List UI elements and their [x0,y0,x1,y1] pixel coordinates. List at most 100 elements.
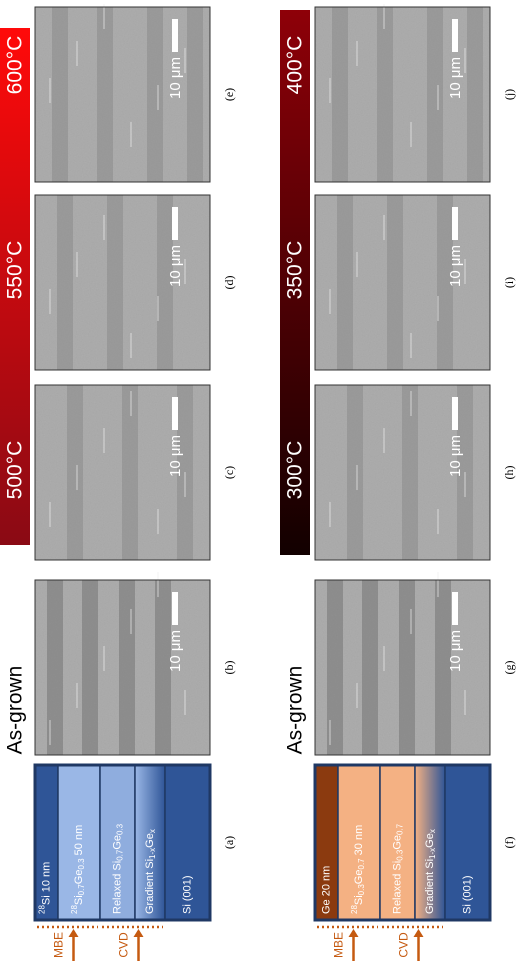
micrograph-band [427,7,443,182]
micrograph-band [327,580,343,755]
panel-label: (a) [222,836,236,849]
micrograph-frame [34,384,211,561]
layer-label-part: Si 10 nm [40,862,52,905]
as-grown-label: As-grown [4,666,27,755]
growth-arrowhead [348,929,359,937]
micrograph-band [347,385,363,560]
micrograph-noise [35,7,210,182]
micrograph: 10 μm [314,384,491,561]
scale-bar [452,592,458,625]
layer-label-part: Si (001) [181,875,193,914]
layer-label: Relaxed Si0.7Ge0.3 [111,823,124,914]
micrograph-band [52,7,68,182]
growth-arrowhead [68,929,79,937]
layer-label-part: Ge [424,833,436,848]
growth-label: MBE [52,932,66,958]
micrograph-band [122,385,138,560]
micrograph-noise [315,7,490,182]
micrograph-band [187,7,203,182]
scale-bar-label: 10 μm [447,630,464,672]
scale-bar-label: 10 μm [447,57,464,99]
layer-label-part: Relaxed Si [391,861,403,914]
layer-label-part: Ge [391,835,403,850]
temperature-label: 400°C [284,36,307,95]
panel-label: (c) [222,466,236,479]
micrograph-band [155,580,171,755]
scale-bar-label: 10 μm [447,245,464,287]
layer-label: Si (001) [461,875,473,914]
layer-label-part: 0.7 [396,823,405,835]
layer-label-part: 0.3 [77,858,86,870]
micrograph-frame [34,194,211,371]
scale-bar-label: 10 μm [167,630,184,672]
layer-label-part: Ge [73,870,85,885]
micrograph-noise [35,385,210,560]
layer-label-part: 50 nm [73,825,85,859]
scale-bar-label: 10 μm [167,245,184,287]
layer-label: 28Si 10 nm [38,862,53,914]
scale-bar [172,207,178,240]
as-grown-label: As-grown [284,666,307,755]
micrograph-band [82,580,98,755]
micrograph-band [119,580,135,755]
layer-label: 28Si0.7Ge0.3 50 nm [70,825,86,914]
micrograph-band [147,7,163,182]
micrograph-band [337,195,353,370]
temperature-label: 500°C [4,441,27,500]
growth-label: MBE [332,932,346,958]
panel-label: (d) [222,276,236,290]
micrograph-band [387,195,403,370]
micrograph-band [467,7,483,182]
micrograph-band [47,580,63,755]
layer-label: Gradient Si1-xGex [144,829,157,914]
micrograph-frame [314,6,491,183]
layer-label-part: 0.3 [396,849,405,861]
panel-label: (e) [222,88,236,101]
micrograph: 10 μm [34,384,211,561]
micrograph-frame [314,384,491,561]
micrograph: 10 μm [34,572,211,756]
layer-label-part: Si [73,895,85,905]
scale-bar [172,592,178,625]
micrograph: 10 μm [314,4,491,183]
micrograph-noise [315,385,490,560]
scale-bar-label: 10 μm [167,57,184,99]
micrograph-band [332,7,348,182]
layer-label-part: Gradient Si [424,859,436,914]
layer-label-part: 0.7 [116,849,125,861]
scale-bar [452,397,458,430]
layer-label-part: 1-x [148,848,157,859]
layer-label: 28Si0.3Ge0.7 30 nm [350,825,366,914]
layer-label: Si (001) [181,875,193,914]
scale-bar [452,19,458,52]
layer-label: Relaxed Si0.3Ge0.7 [391,823,404,914]
micrograph: 10 μm [314,572,491,756]
panel-label: (b) [222,661,236,675]
micrograph: 10 μm [314,194,491,371]
micrograph: 10 μm [34,4,211,183]
layer-label-part: Gradient Si [144,859,156,914]
micrograph-band [402,385,418,560]
micrograph-noise [35,195,210,370]
micrograph-frame [34,6,211,183]
layer-label-part: Relaxed Si [111,861,123,914]
scale-bar [172,397,178,430]
micrograph-noise [315,195,490,370]
micrograph-band [399,580,415,755]
micrograph-band [107,195,123,370]
layer-label-part: x [148,829,157,833]
panel-label: (j) [502,89,516,100]
layer-label-part: Ge [144,833,156,848]
layer-label-part: 0.7 [357,858,366,870]
layer-label-part: Ge [111,835,123,850]
micrograph-noise [315,580,490,755]
scale-bar-label: 10 μm [167,435,184,477]
scale-bar-label: 10 μm [447,435,464,477]
layer-label-part: x [428,829,437,833]
temperature-label: 550°C [4,241,27,300]
panel-label: (i) [502,277,516,288]
scale-bar [172,19,178,52]
